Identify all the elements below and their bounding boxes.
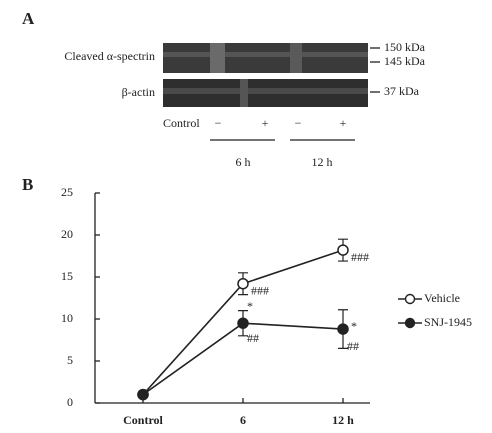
blot-row-label: Cleaved α-spectrin [64,49,155,63]
data-point [338,324,348,334]
blot [163,43,368,107]
y-tick-label: 20 [61,227,73,241]
time-label: 12 h [312,155,333,169]
data-point [238,318,248,328]
legend-marker [406,295,415,304]
figure: A Cleaved α-spectrin β-actin 150 kDa 145… [0,0,492,433]
page: A Cleaved α-spectrin β-actin 150 kDa 145… [0,0,492,433]
y-tick-label: 5 [67,353,73,367]
x-tick-label: 12 h [332,413,354,427]
panel-label: B [22,175,33,194]
significance-label: ## [247,331,259,345]
y-tick-label: 0 [67,395,73,409]
lane-label: + [262,116,269,130]
blot-row-label: β-actin [122,85,155,99]
marker-label: 145 kDa [384,54,426,68]
x-tick-label: 6 [240,413,246,427]
lane-label: − [295,116,302,130]
control-label: Control [163,116,200,130]
lane-label: − [215,116,222,130]
significance-label: ### [251,283,269,297]
significance-label: ## [347,339,359,353]
panel-label: A [22,9,35,28]
legend-label: SNJ-1945 [424,315,472,329]
data-point [238,279,248,289]
significance-label: * [247,299,253,313]
marker-label: 37 kDa [384,84,420,98]
significance-label: ### [351,250,369,264]
significance-label: * [351,319,357,333]
time-label: 6 h [236,155,251,169]
data-point [138,390,148,400]
y-tick-label: 10 [61,311,73,325]
y-tick-label: 15 [61,269,73,283]
data-point [338,245,348,255]
legend-label: Vehicle [424,291,460,305]
y-tick-label: 25 [61,185,73,199]
x-tick-label: Control [123,413,163,427]
legend-marker [406,319,415,328]
marker-label: 150 kDa [384,40,426,54]
lane-label: + [340,116,347,130]
